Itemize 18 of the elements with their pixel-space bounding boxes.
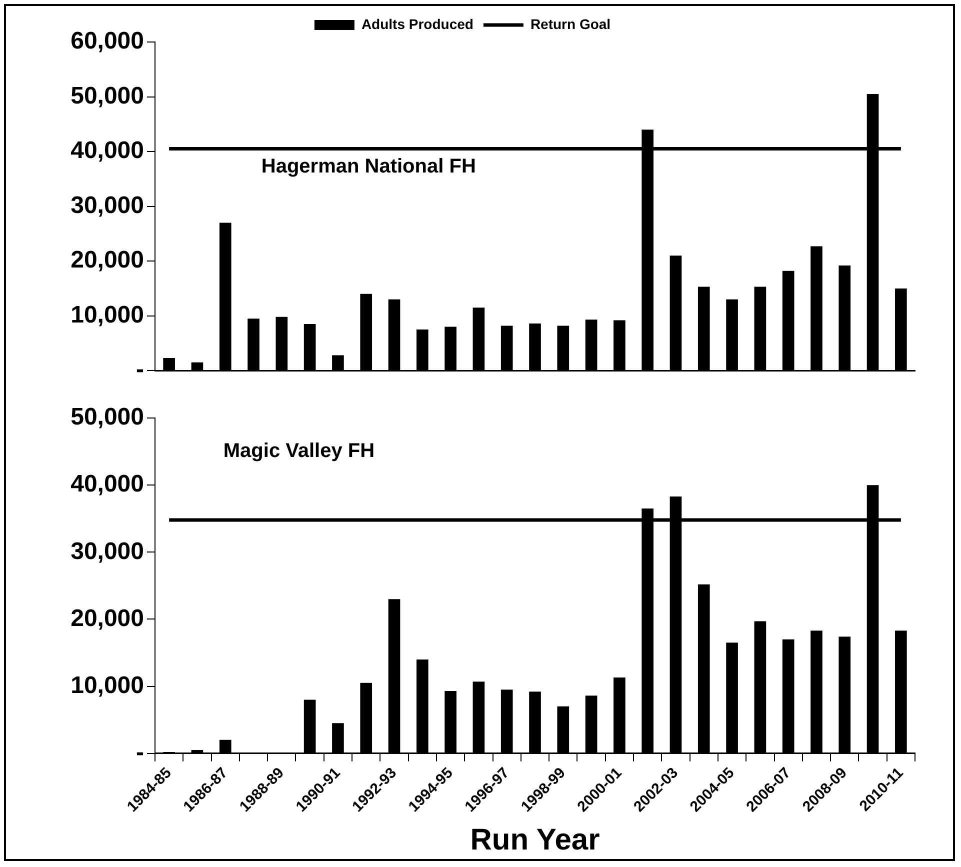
y-tick-label: 50,000: [70, 404, 144, 431]
legend-label: Adults Produced: [361, 16, 474, 32]
y-tick-label: 40,000: [70, 137, 144, 164]
y-tick-label: 40,000: [70, 470, 144, 498]
y-tick-label: 30,000: [70, 538, 144, 565]
x-axis-title: Run Year: [470, 823, 600, 856]
annotation: Hagerman National FH: [261, 155, 476, 178]
y-tick-label: 50,000: [70, 82, 144, 110]
y-tick-label: 20,000: [70, 246, 144, 274]
y-tick-label: 10,000: [70, 301, 144, 328]
legend-label: Return Goal: [530, 16, 611, 32]
y-tick-label: 30,000: [70, 192, 144, 219]
y-tick-label: 60,000: [70, 28, 144, 55]
y-tick-label: 20,000: [70, 604, 144, 632]
annotation: Magic Valley FH: [223, 440, 375, 462]
y-tick-label: -: [136, 738, 144, 766]
y-tick-label: 10,000: [70, 672, 144, 699]
y-tick-label: -: [136, 356, 144, 384]
